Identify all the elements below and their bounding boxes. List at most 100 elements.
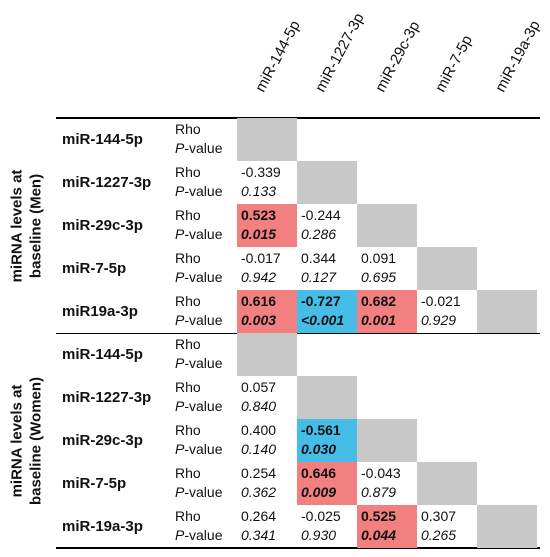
table-row: miR-7-5p Rho P-value -0.017 0.942 0.344 0.127 0… xyxy=(56,247,540,290)
rho-value: 0.525 xyxy=(361,508,397,524)
rho-value: -0.561 xyxy=(301,422,341,438)
p-value: 0.030 xyxy=(301,441,337,457)
rho-value: 0.264 xyxy=(241,508,277,524)
p-italic: P xyxy=(175,441,185,457)
row-mirna-name: miR-1227-3p xyxy=(62,174,152,191)
group-label-line: miRNA levels at xyxy=(8,169,25,282)
p-value: 0.003 xyxy=(241,312,277,328)
group-label-line: baseline (Women) xyxy=(27,376,44,505)
rho-value: 0.523 xyxy=(241,207,277,223)
column-header: miR-1227-3p xyxy=(311,10,368,95)
row-mirna-name: miR-1227-3p xyxy=(62,389,152,406)
rho-value: -0.025 xyxy=(301,508,341,524)
p-value-label: P-value xyxy=(175,355,223,371)
column-header: miR-7-5p xyxy=(431,32,476,95)
correlation-cell: 0.646 0.009 xyxy=(297,462,357,505)
p-value: 0.341 xyxy=(241,527,277,543)
diagonal-cell xyxy=(297,161,357,204)
rho-value: -0.021 xyxy=(421,293,461,309)
table-row: miR-144-5p Rho P-value xyxy=(56,333,540,376)
table-row: miR19a-3p Rho P-value 0.616 0.003 -0.727 <0.00… xyxy=(56,290,540,333)
row-mirna-name: miR-144-5p xyxy=(62,346,143,363)
row-mirna-name: miR-29c-3p xyxy=(62,217,143,234)
diagonal-cell xyxy=(357,419,417,462)
column-header: miR-19a-3p xyxy=(491,17,544,96)
rho-value: 0.400 xyxy=(241,422,277,438)
column-header: miR-29c-3p xyxy=(371,18,424,96)
row-mirna-name: miR-7-5p xyxy=(62,475,127,492)
correlation-cell: 0.254 0.362 xyxy=(237,462,297,505)
rho-label: Rho xyxy=(175,465,201,481)
p-italic: P xyxy=(175,355,185,371)
p-value: 0.695 xyxy=(361,269,397,285)
row-mirna-name: miR19a-3p xyxy=(62,303,138,320)
rho-label: Rho xyxy=(175,422,201,438)
rho-value: 0.616 xyxy=(241,293,277,309)
p-value: 0.840 xyxy=(241,398,277,414)
rho-label: Rho xyxy=(175,336,201,352)
group-label-line: baseline (Men) xyxy=(27,173,44,278)
p-value: 0.879 xyxy=(361,484,397,500)
group-label: miRNA levels at baseline (Women) xyxy=(7,333,45,548)
rho-value: 0.344 xyxy=(301,250,337,266)
p-italic: P xyxy=(175,527,185,543)
correlation-cell: -0.244 0.286 xyxy=(297,204,357,247)
correlation-cell: 0.616 0.003 xyxy=(237,290,297,333)
row-mirna-name: miR-29c-3p xyxy=(62,432,143,449)
p-value-label: P-value xyxy=(175,226,223,242)
rho-value: -0.017 xyxy=(241,250,281,266)
table-rule xyxy=(56,333,540,334)
correlation-cell: 0.525 0.044 xyxy=(357,505,417,548)
rho-value: -0.043 xyxy=(361,465,401,481)
diagonal-cell xyxy=(297,376,357,419)
correlation-cell: -0.043 0.879 xyxy=(357,462,417,505)
p-value-label: P-value xyxy=(175,269,223,285)
table-rule xyxy=(56,117,540,119)
diagonal-cell xyxy=(237,118,297,161)
rho-value: 0.254 xyxy=(241,465,277,481)
p-value: 0.044 xyxy=(361,527,397,543)
p-value-label: P-value xyxy=(175,183,223,199)
table-row: miR-7-5p Rho P-value 0.254 0.362 0.646 0.009 -0… xyxy=(56,462,540,505)
table-row: miR-144-5p Rho P-value xyxy=(56,118,540,161)
p-value-label: P-value xyxy=(175,312,223,328)
rho-label: Rho xyxy=(175,164,201,180)
table-rule xyxy=(56,547,540,549)
correlation-cell: 0.264 0.341 xyxy=(237,505,297,548)
correlation-cell: 0.307 0.265 xyxy=(417,505,477,548)
diagonal-cell xyxy=(357,204,417,247)
group-label: miRNA levels at baseline (Men) xyxy=(7,118,45,333)
p-value: 0.286 xyxy=(301,226,337,242)
diagonal-cell xyxy=(417,247,477,290)
rho-value: 0.057 xyxy=(241,379,277,395)
correlation-cell: -0.025 0.930 xyxy=(297,505,357,548)
diagonal-cell xyxy=(237,333,297,376)
p-value-label: P-value xyxy=(175,140,223,156)
rho-value: -0.244 xyxy=(301,207,341,223)
rho-value: 0.682 xyxy=(361,293,397,309)
table-row: miR-1227-3p Rho P-value -0.339 0.133 xyxy=(56,161,540,204)
p-value-label: P-value xyxy=(175,484,223,500)
p-italic: P xyxy=(175,226,185,242)
table-row: miR-19a-3p Rho P-value 0.264 0.341 -0.025 0.93… xyxy=(56,505,540,548)
rho-label: Rho xyxy=(175,121,201,137)
p-value: 0.133 xyxy=(241,183,277,199)
rho-value: 0.307 xyxy=(421,508,457,524)
table-row: miR-29c-3p Rho P-value 0.523 0.015 -0.244 0.28… xyxy=(56,204,540,247)
p-italic: P xyxy=(175,312,185,328)
p-value: <0.001 xyxy=(301,312,345,328)
row-mirna-name: miR-19a-3p xyxy=(62,518,143,535)
correlation-cell: -0.339 0.133 xyxy=(237,161,297,204)
rho-value: -0.727 xyxy=(301,293,341,309)
p-value-label: P-value xyxy=(175,527,223,543)
rho-label: Rho xyxy=(175,293,201,309)
p-value: 0.127 xyxy=(301,269,337,285)
correlation-cell: 0.523 0.015 xyxy=(237,204,297,247)
p-italic: P xyxy=(175,269,185,285)
group-label-line: miRNA levels at xyxy=(8,384,25,497)
row-mirna-name: miR-7-5p xyxy=(62,260,127,277)
correlation-cell: 0.057 0.840 xyxy=(237,376,297,419)
p-italic: P xyxy=(175,140,185,156)
rho-label: Rho xyxy=(175,508,201,524)
table-row: miR-1227-3p Rho P-value 0.057 0.840 xyxy=(56,376,540,419)
